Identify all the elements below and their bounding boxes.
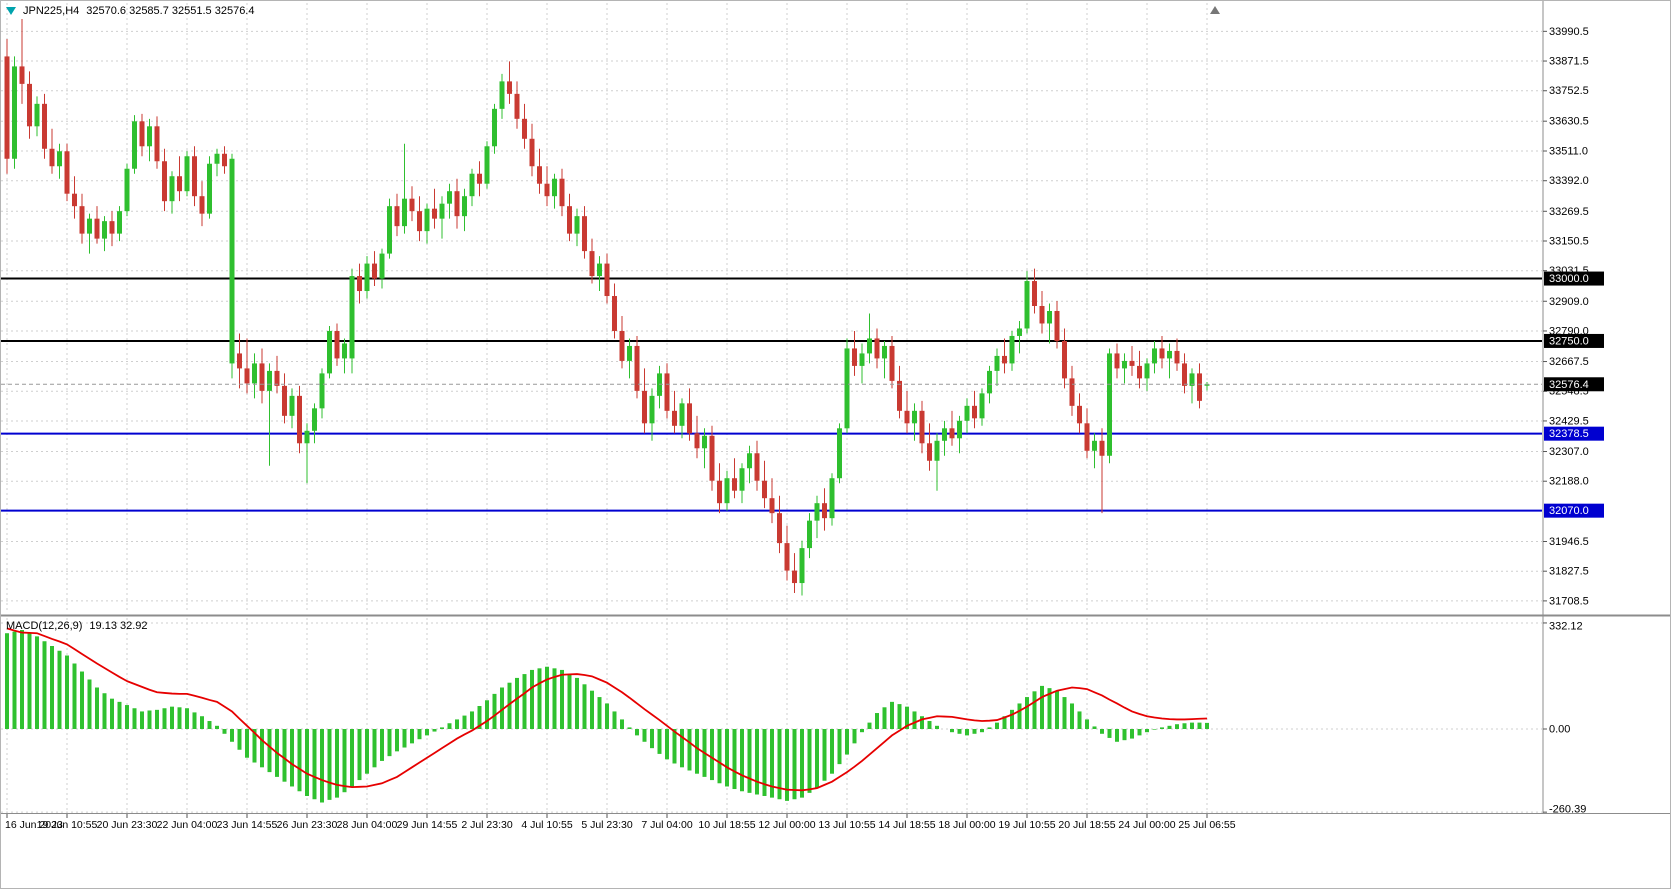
svg-text:14 Jul 18:55: 14 Jul 18:55 <box>878 819 935 831</box>
macd-indicator-label: MACD(12,26,9) 19.13 32.92 <box>6 620 148 632</box>
quote-ohlc: 32570.6 32585.7 32551.5 32576.4 <box>86 5 255 17</box>
svg-text:19 Jul 10:55: 19 Jul 10:55 <box>998 819 1055 831</box>
price-axis[interactable] <box>1543 1 1670 813</box>
symbol-timeframe: JPN225,H4 <box>23 5 80 17</box>
svg-text:26 Jun 23:30: 26 Jun 23:30 <box>277 819 338 831</box>
macd-histogram <box>5 630 1209 803</box>
price-tag-32378.5: 32378.5 <box>1544 426 1604 441</box>
macd-name: MACD(12,26,9) <box>6 620 83 632</box>
chart-plot-area[interactable] <box>1 1 1542 613</box>
svg-text:16 Jun 2023: 16 Jun 2023 <box>5 819 63 831</box>
price-tag-33000.0: 33000.0 <box>1544 271 1604 286</box>
svg-text:33752.5: 33752.5 <box>1549 85 1589 97</box>
panel-divider[interactable] <box>1 613 1670 618</box>
symbol-icon <box>6 7 16 15</box>
svg-text:332.12: 332.12 <box>1549 621 1583 633</box>
svg-text:32576.4: 32576.4 <box>1549 379 1589 391</box>
svg-text:4 Jul 10:55: 4 Jul 10:55 <box>521 819 573 831</box>
price-tag-32070.0: 32070.0 <box>1544 503 1604 518</box>
svg-text:31946.5: 31946.5 <box>1549 536 1589 548</box>
svg-text:7 Jul 04:00: 7 Jul 04:00 <box>641 819 693 831</box>
time-axis[interactable] <box>1 814 1670 834</box>
chart-shift-marker-icon <box>1210 6 1220 14</box>
svg-text:32378.5: 32378.5 <box>1549 428 1589 440</box>
svg-text:29 Jun 14:55: 29 Jun 14:55 <box>397 819 458 831</box>
svg-text:18 Jul 00:00: 18 Jul 00:00 <box>938 819 995 831</box>
svg-text:24 Jul 00:00: 24 Jul 00:00 <box>1118 819 1175 831</box>
svg-text:10 Jul 18:55: 10 Jul 18:55 <box>698 819 755 831</box>
svg-text:32188.0: 32188.0 <box>1549 476 1589 488</box>
svg-text:28 Jun 04:00: 28 Jun 04:00 <box>337 819 398 831</box>
svg-text:33392.0: 33392.0 <box>1549 175 1589 187</box>
svg-text:2 Jul 23:30: 2 Jul 23:30 <box>461 819 513 831</box>
svg-text:-260.39: -260.39 <box>1549 804 1586 816</box>
svg-text:5 Jul 23:30: 5 Jul 23:30 <box>581 819 633 831</box>
svg-text:33990.5: 33990.5 <box>1549 26 1589 38</box>
symbol-label: JPN225,H4 32570.6 32585.7 32551.5 32576.… <box>6 5 254 17</box>
macd-values: 19.13 32.92 <box>89 620 148 632</box>
svg-text:33871.5: 33871.5 <box>1549 56 1589 68</box>
svg-text:33150.5: 33150.5 <box>1549 235 1589 247</box>
svg-text:19 Jun 10:55: 19 Jun 10:55 <box>37 819 98 831</box>
svg-text:20 Jul 18:55: 20 Jul 18:55 <box>1058 819 1115 831</box>
svg-text:12 Jul 00:00: 12 Jul 00:00 <box>758 819 815 831</box>
svg-text:33630.5: 33630.5 <box>1549 116 1589 128</box>
price-axis-labels: 33990.5 33871.5 33752.5 33630.5 33511.0 33392… <box>1543 26 1589 607</box>
svg-text:33269.5: 33269.5 <box>1549 206 1589 218</box>
svg-text:32307.0: 32307.0 <box>1549 446 1589 458</box>
svg-text:23 Jun 14:55: 23 Jun 14:55 <box>217 819 278 831</box>
svg-text:32667.5: 32667.5 <box>1549 356 1589 368</box>
svg-text:32070.0: 32070.0 <box>1549 505 1589 517</box>
candles-layer <box>4 18 1210 596</box>
svg-text:32909.0: 32909.0 <box>1549 296 1589 308</box>
svg-text:25 Jul 06:55: 25 Jul 06:55 <box>1178 819 1235 831</box>
svg-text:13 Jul 10:55: 13 Jul 10:55 <box>818 819 875 831</box>
svg-text:32750.0: 32750.0 <box>1549 335 1589 347</box>
current-price-tag: 32576.4 <box>1544 377 1604 392</box>
svg-text:0.00: 0.00 <box>1549 724 1570 736</box>
price-tag-32750.0: 32750.0 <box>1544 333 1604 348</box>
svg-text:31708.5: 31708.5 <box>1549 595 1589 607</box>
svg-text:20 Jun 23:30: 20 Jun 23:30 <box>97 819 158 831</box>
svg-text:33511.0: 33511.0 <box>1549 146 1588 158</box>
svg-text:22 Jun 04:00: 22 Jun 04:00 <box>157 819 218 831</box>
svg-text:32429.5: 32429.5 <box>1549 415 1589 427</box>
macd-signal-line <box>6 627 1208 792</box>
horizontal-lines-layer <box>1 277 1542 512</box>
macd-axis-labels: 332.12 0.00 -260.39 <box>1543 621 1586 816</box>
svg-text:31827.5: 31827.5 <box>1549 566 1589 578</box>
svg-text:33000.0: 33000.0 <box>1549 273 1589 285</box>
